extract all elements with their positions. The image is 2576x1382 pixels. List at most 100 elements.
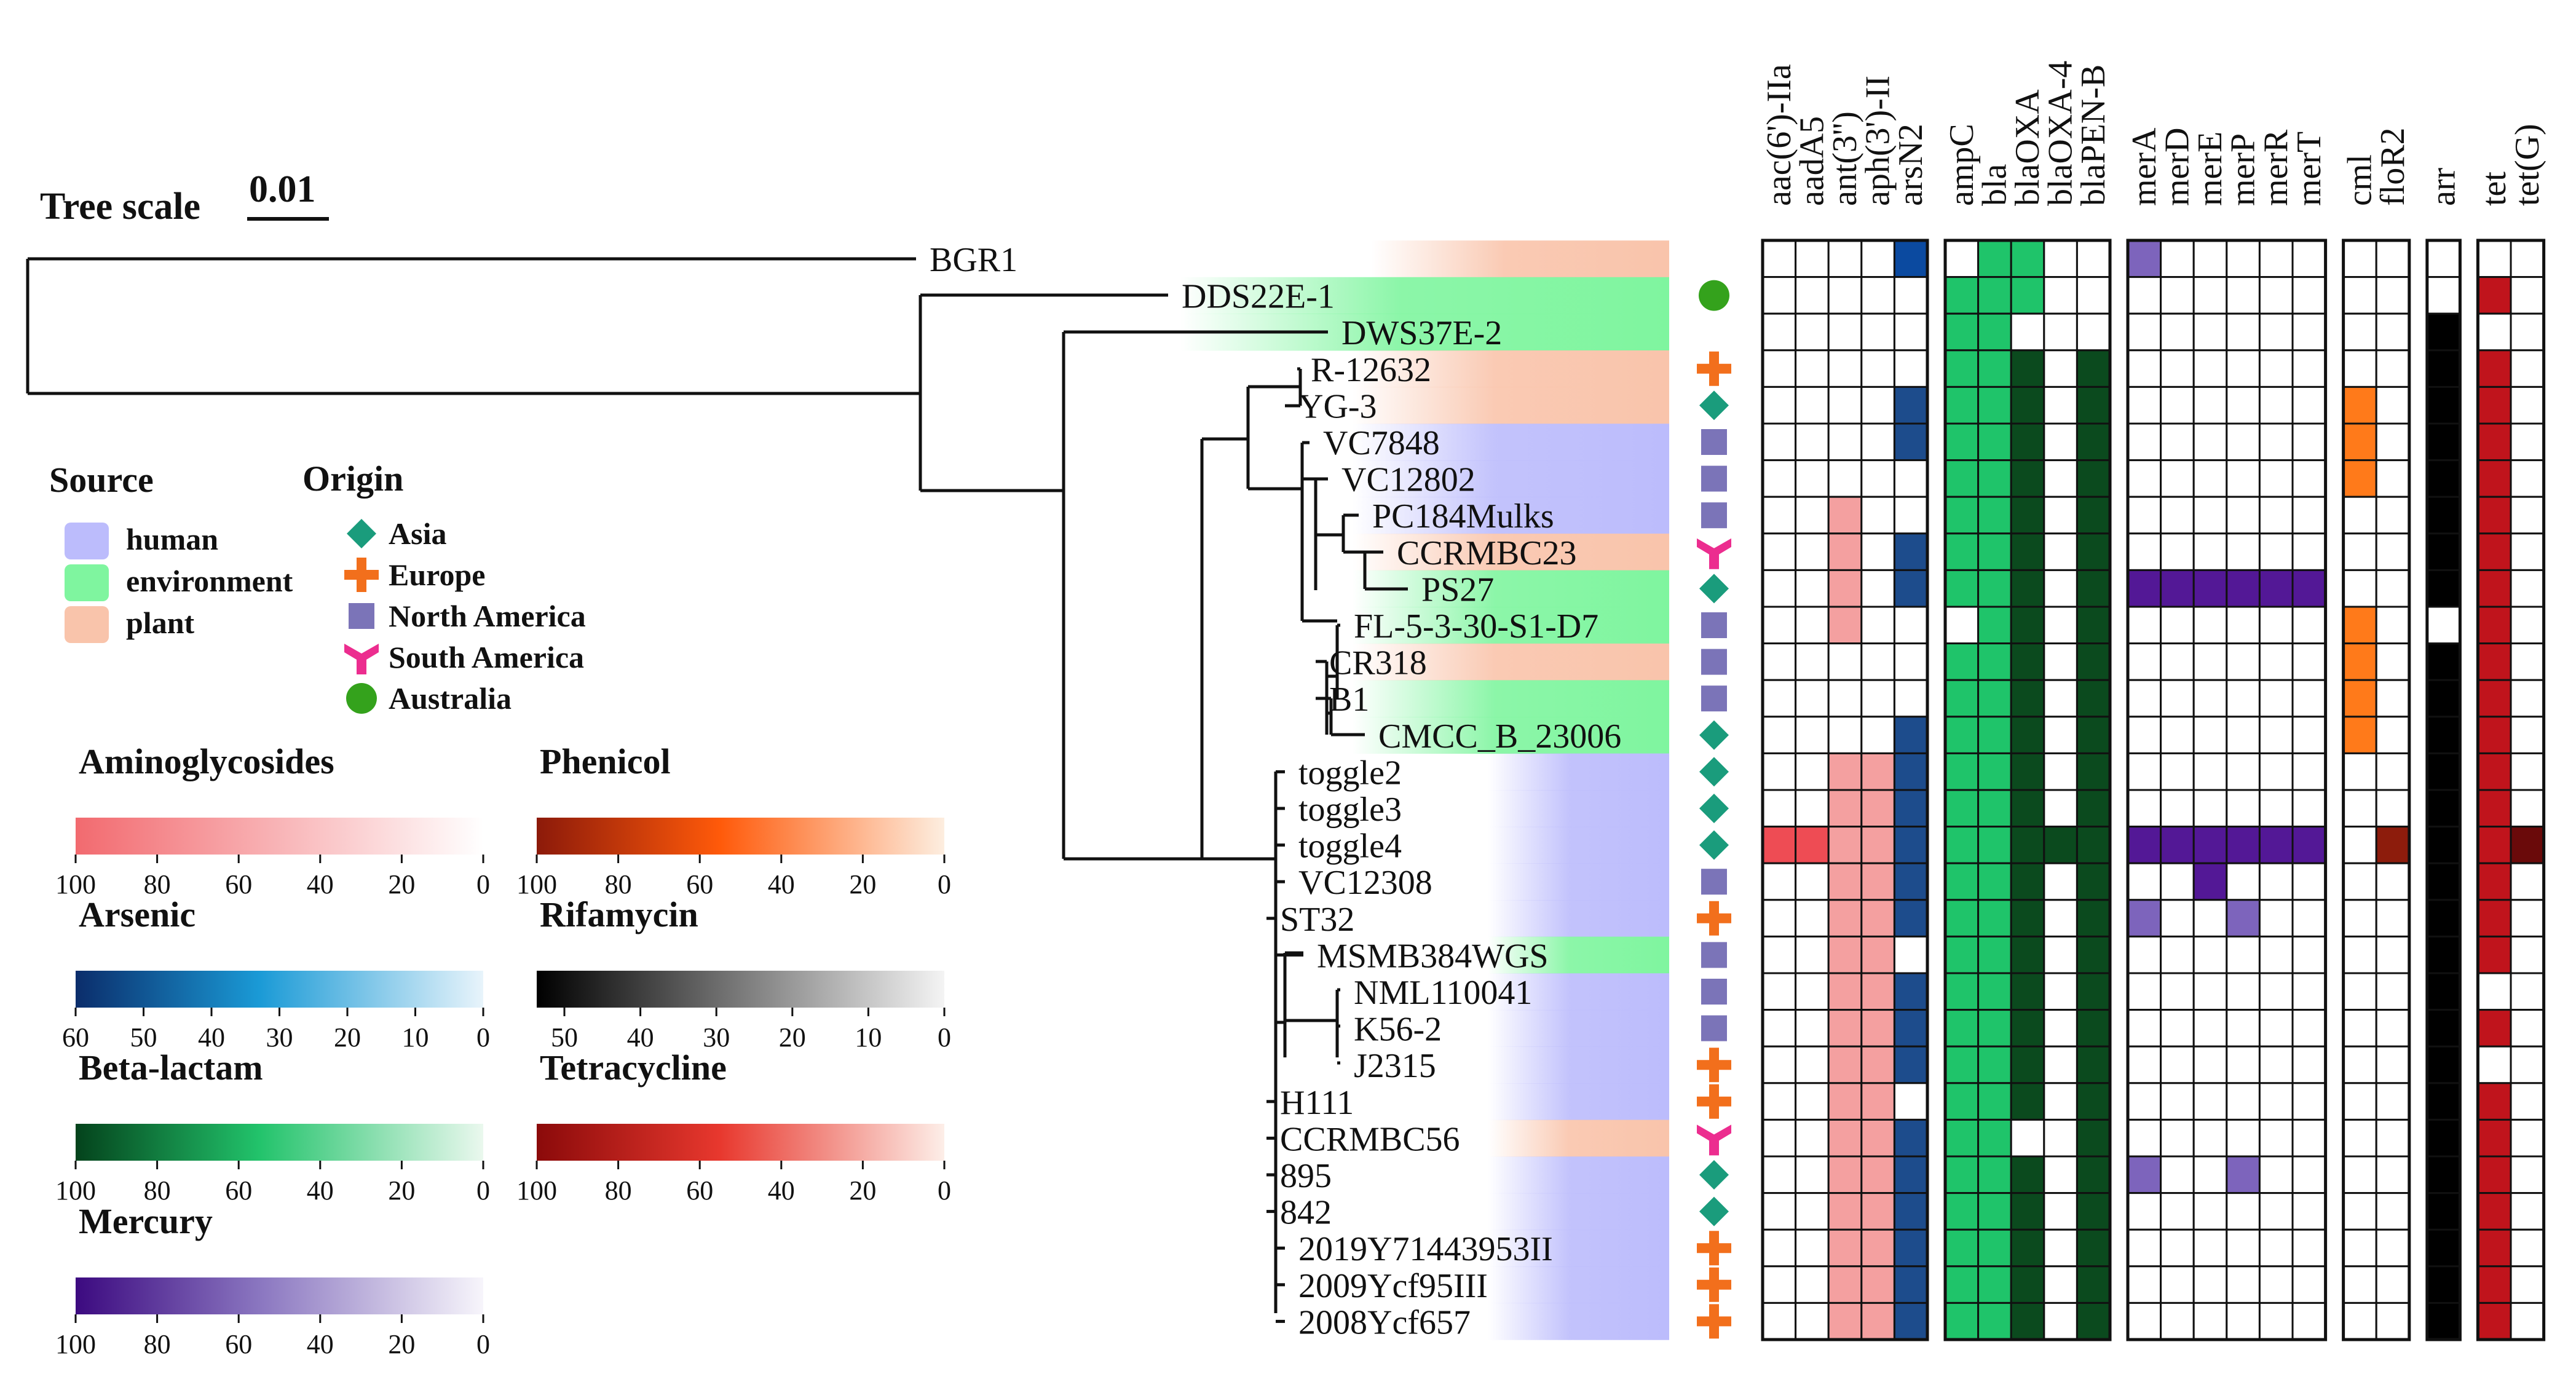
cell-r-12632-blaoxa xyxy=(2010,349,2045,388)
cell-toggle3-tet-g xyxy=(2510,789,2545,828)
cell-2019y71443953ii-arr xyxy=(2426,1228,2461,1268)
cell-2019y71443953ii-mere xyxy=(2192,1228,2228,1268)
cell-ps27-tet-g xyxy=(2510,569,2545,608)
cell-ps27-merp xyxy=(2226,569,2261,608)
cell-dws37e-2-mert xyxy=(2291,312,2327,352)
cell-r-12632-mere xyxy=(2192,349,2228,388)
cell-cr318-ant-3 xyxy=(1827,642,1863,681)
cell-2019y71443953ii-tet-g xyxy=(2510,1228,2545,1268)
cell-st32-tet-g xyxy=(2510,899,2545,938)
gradient-tick-label: 0 xyxy=(476,1175,490,1206)
cell-toggle4-merd xyxy=(2160,826,2195,864)
cell-yg-3-mere xyxy=(2192,385,2228,425)
cell-msmb384wgs-mera xyxy=(2127,935,2162,974)
cell-842-arsn2 xyxy=(1893,1192,1929,1231)
cell-j2315-arr xyxy=(2426,1045,2461,1084)
cell-j2315-flor2 xyxy=(2375,1045,2411,1084)
cell-2019y71443953ii-aac-6-iia xyxy=(1761,1228,1797,1268)
cell-bgr1-aac-6-iia xyxy=(1761,239,1797,278)
cell-fl-5-3-30-s1-d7-bla xyxy=(1977,606,2012,645)
cell-b1-aada5 xyxy=(1795,679,1830,718)
cell-st32-aac-6-iia xyxy=(1761,899,1797,938)
cell-r-12632-arr xyxy=(2426,349,2461,388)
cell-st32-mere xyxy=(2192,899,2228,938)
cell-2019y71443953ii-aada5 xyxy=(1795,1228,1830,1268)
cell-vc7848-tet xyxy=(2476,422,2512,462)
cell-dds22e-1-mera xyxy=(2127,276,2162,315)
origin-marker-2019y71443953ii xyxy=(1697,1231,1731,1266)
legend-origin-title: Origin xyxy=(302,459,403,499)
cell-ps27-merd xyxy=(2160,569,2195,608)
cell-cr318-flor2 xyxy=(2375,642,2411,681)
cell-fl-5-3-30-s1-d7-blaoxa xyxy=(2010,606,2045,645)
cell-fl-5-3-30-s1-d7-arr xyxy=(2426,606,2461,645)
cell-bgr1-tet xyxy=(2476,239,2512,278)
cell-h111-arsn2 xyxy=(1893,1082,1929,1121)
cell-bgr1-aada5 xyxy=(1795,239,1830,278)
cell-k56-2-blapen-b xyxy=(2076,1009,2111,1048)
cell-cr318-mert xyxy=(2291,642,2327,681)
cell-ccrmbc23-tet-g xyxy=(2510,532,2545,571)
gradient-tick-label: 80 xyxy=(144,1175,171,1206)
origin-marker-msmb384wgs xyxy=(1701,942,1727,968)
cell-2009ycf95iii-bla xyxy=(1977,1265,2012,1304)
cell-st32-arr xyxy=(2426,899,2461,938)
origin-marker-pc184mulks xyxy=(1701,502,1727,529)
cell-vc7848-arr xyxy=(2426,422,2461,462)
cell-895-tet xyxy=(2476,1155,2512,1194)
cell-st32-merd xyxy=(2160,899,2195,938)
cell-2009ycf95iii-blaoxa-4 xyxy=(2043,1265,2078,1304)
source-strip-k56-2 xyxy=(1488,1009,1669,1047)
cell-pc184mulks-mera xyxy=(2127,496,2162,535)
cell-cmcc-b-23006-aph-3-ii xyxy=(1860,716,1895,754)
cell-vc12308-blaoxa-4 xyxy=(2043,862,2078,901)
source-strip-nml110041 xyxy=(1488,973,1669,1011)
taxon-label-st32: ST32 xyxy=(1280,901,1354,939)
cell-bgr1-arsn2 xyxy=(1893,239,1929,278)
legend-label-human: human xyxy=(126,522,218,556)
cell-ccrmbc56-cml xyxy=(2342,1118,2377,1158)
cell-st32-cml xyxy=(2342,899,2377,938)
cell-ccrmbc23-merd xyxy=(2160,532,2195,571)
source-strip-vc12308 xyxy=(1488,863,1669,901)
cell-dds22e-1-merr xyxy=(2258,276,2294,315)
cell-msmb384wgs-bla xyxy=(1977,935,2012,974)
gene-header-aac-6-iia: aac(6')-IIa xyxy=(1760,64,1798,206)
cell-vc7848-merd xyxy=(2160,422,2195,462)
cell-842-tet-g xyxy=(2510,1192,2545,1231)
gradient-tick-label: 50 xyxy=(551,1022,578,1052)
cell-toggle3-mera xyxy=(2127,789,2162,828)
cell-yg-3-ampc xyxy=(1944,385,1980,425)
cell-2019y71443953ii-blaoxa-4 xyxy=(2043,1228,2078,1268)
cell-nml110041-merp xyxy=(2226,972,2261,1011)
cell-895-aac-6-iia xyxy=(1761,1155,1797,1194)
cell-pc184mulks-aac-6-iia xyxy=(1761,496,1797,535)
cell-vc12802-cml xyxy=(2342,459,2377,498)
cell-2008ycf657-cml xyxy=(2342,1301,2377,1341)
gradient-tick-label: 0 xyxy=(476,869,490,899)
cell-k56-2-mera xyxy=(2127,1009,2162,1048)
gradient-tick-label: 60 xyxy=(686,1175,713,1206)
cell-yg-3-ant-3 xyxy=(1827,385,1863,425)
gene-header-aph-3-ii: aph(3')-II xyxy=(1859,76,1897,206)
origin-marker-k56-2 xyxy=(1701,1015,1727,1041)
cell-dds22e-1-cml xyxy=(2342,276,2377,315)
cell-ccrmbc23-aada5 xyxy=(1795,532,1830,571)
cell-842-merr xyxy=(2258,1192,2294,1231)
cell-k56-2-merr xyxy=(2258,1009,2294,1048)
cell-2008ycf657-aph-3-ii xyxy=(1860,1301,1895,1341)
cell-toggle3-cml xyxy=(2342,789,2377,828)
taxon-label-toggle4: toggle4 xyxy=(1298,827,1402,866)
cell-895-blaoxa-4 xyxy=(2043,1155,2078,1194)
cell-842-bla xyxy=(1977,1192,2012,1231)
cell-toggle4-merr xyxy=(2258,826,2294,864)
cell-895-mert xyxy=(2291,1155,2327,1194)
cell-toggle3-flor2 xyxy=(2375,789,2411,828)
cell-toggle3-aph-3-ii xyxy=(1860,789,1895,828)
cell-cmcc-b-23006-ampc xyxy=(1944,716,1980,754)
gradient-tick-label: 20 xyxy=(388,1329,415,1359)
cell-2019y71443953ii-arsn2 xyxy=(1893,1228,1929,1268)
cell-vc12308-aph-3-ii xyxy=(1860,862,1895,901)
cell-ps27-blaoxa xyxy=(2010,569,2045,608)
